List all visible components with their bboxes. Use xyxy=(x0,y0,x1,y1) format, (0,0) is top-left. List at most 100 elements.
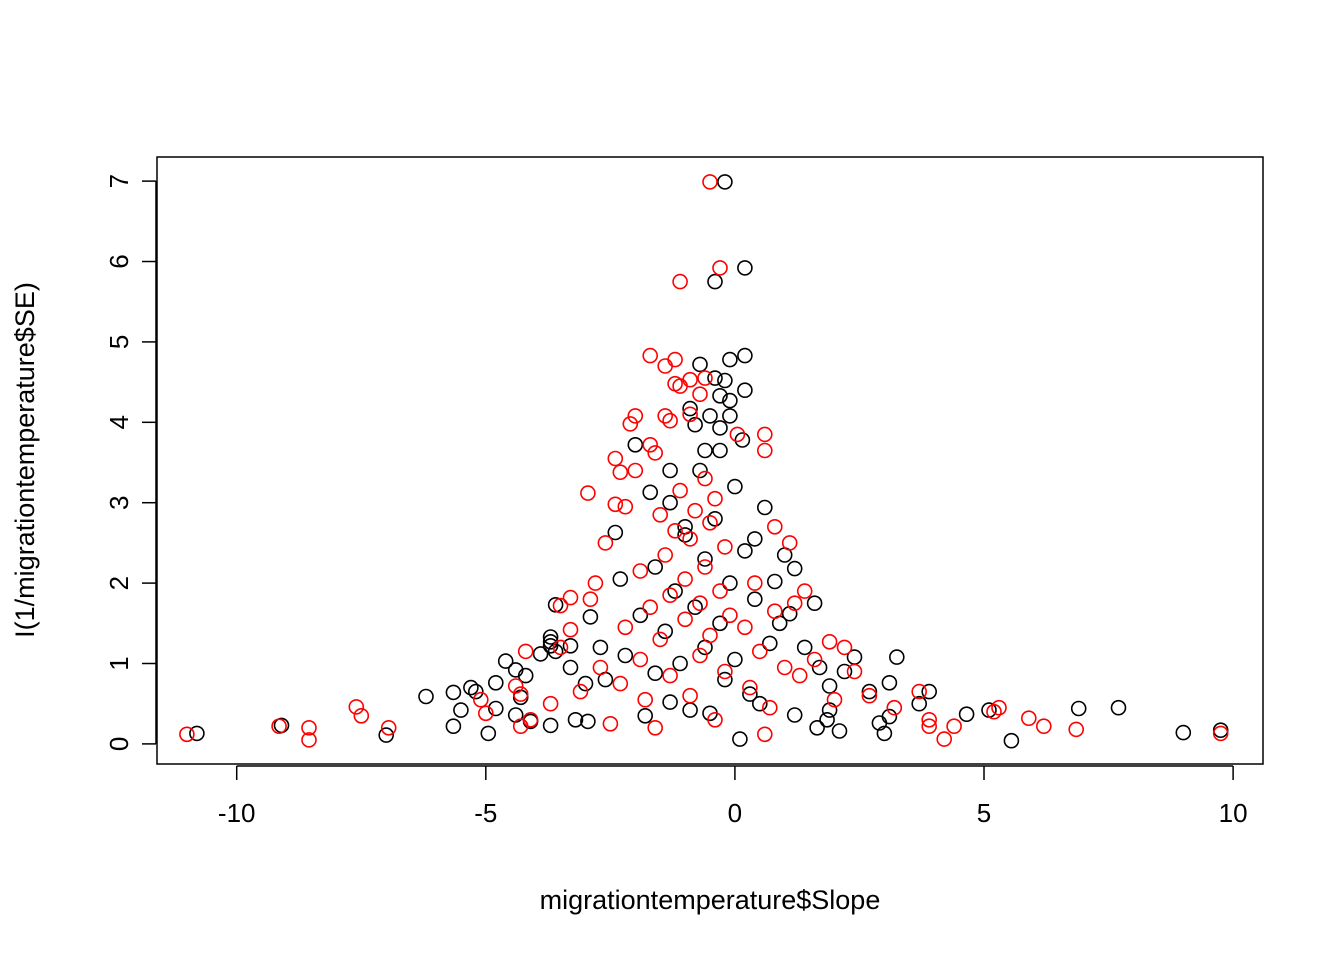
data-point xyxy=(632,563,649,579)
data-point xyxy=(632,651,649,668)
x-tick-label: -10 xyxy=(218,798,256,828)
data-point xyxy=(821,678,838,694)
data-point xyxy=(819,711,835,728)
data-point xyxy=(547,643,564,660)
data-point xyxy=(642,436,659,453)
data-point xyxy=(480,725,497,742)
data-point xyxy=(562,659,579,676)
data-point xyxy=(826,691,843,708)
data-point xyxy=(727,478,743,495)
x-tick-label: 0 xyxy=(728,798,742,828)
data-point xyxy=(707,273,723,290)
data-point xyxy=(1068,721,1084,738)
data-point xyxy=(607,524,624,541)
data-point xyxy=(617,619,634,636)
data-point xyxy=(806,651,823,668)
data-point xyxy=(547,596,564,613)
data-point xyxy=(766,573,783,590)
data-point xyxy=(562,589,579,606)
data-point xyxy=(662,494,678,511)
data-point xyxy=(702,627,718,644)
x-axis: -10 -5 0 5 10 xyxy=(218,765,1248,828)
data-point xyxy=(712,442,728,459)
data-point xyxy=(627,408,644,424)
data-point xyxy=(737,347,753,364)
x-tick-label: 5 xyxy=(977,798,991,828)
data-point xyxy=(607,450,624,467)
data-point xyxy=(911,695,928,712)
data-point xyxy=(642,484,659,501)
data-point xyxy=(682,371,698,388)
data-point xyxy=(582,591,599,608)
data-point xyxy=(729,426,746,443)
data-point xyxy=(702,174,718,190)
data-point xyxy=(517,643,534,660)
data-point xyxy=(702,408,718,424)
data-point xyxy=(836,639,853,656)
data-point xyxy=(647,445,664,461)
data-point xyxy=(580,713,596,730)
data-point xyxy=(986,703,1002,720)
data-point xyxy=(786,595,803,612)
data-point xyxy=(936,731,953,747)
data-point xyxy=(732,731,748,747)
data-point xyxy=(677,527,693,543)
data-point xyxy=(707,510,723,527)
data-point xyxy=(587,575,604,591)
data-point xyxy=(712,387,728,404)
data-point xyxy=(766,518,783,535)
data-point xyxy=(647,719,664,736)
data-point xyxy=(836,663,853,680)
data-point xyxy=(811,659,828,676)
data-point xyxy=(301,732,317,748)
data-point xyxy=(722,351,738,368)
data-point xyxy=(301,719,317,736)
data-point xyxy=(707,711,723,728)
data-point xyxy=(734,432,751,448)
data-point xyxy=(751,695,768,712)
plot-frame xyxy=(156,156,1264,765)
data-point xyxy=(717,663,733,680)
data-point xyxy=(667,522,683,539)
data-point xyxy=(562,637,579,654)
data-point xyxy=(627,436,644,453)
data-point xyxy=(687,599,703,616)
data-point xyxy=(746,591,763,608)
data-point xyxy=(692,647,708,664)
data-point xyxy=(881,674,898,691)
data-point xyxy=(657,358,674,374)
data-point xyxy=(348,699,365,715)
data-point xyxy=(602,715,619,732)
data-point xyxy=(756,499,773,516)
data-point xyxy=(512,718,529,735)
data-point xyxy=(662,412,678,429)
data-point xyxy=(722,408,738,424)
data-point xyxy=(692,595,708,612)
data-point xyxy=(672,655,688,672)
data-point xyxy=(722,607,738,624)
data-point xyxy=(1110,699,1127,716)
data-point xyxy=(702,514,718,531)
x-axis-title: migrationtemperature$Slope xyxy=(540,885,881,915)
data-point xyxy=(692,386,708,403)
data-point xyxy=(1036,718,1052,735)
data-point xyxy=(1212,722,1229,739)
data-point xyxy=(552,639,569,656)
data-point xyxy=(717,174,733,190)
data-point xyxy=(697,559,713,575)
data-point xyxy=(677,571,693,587)
data-point xyxy=(776,659,793,676)
data-point xyxy=(542,637,559,654)
data-point xyxy=(791,667,808,684)
x-tick-label: 10 xyxy=(1219,798,1248,828)
data-point xyxy=(796,639,813,656)
data-point xyxy=(642,599,659,616)
data-point xyxy=(542,629,559,645)
data-point xyxy=(497,653,514,669)
y-tick-label: 4 xyxy=(104,415,134,429)
data-point xyxy=(846,663,863,680)
data-point xyxy=(717,372,733,389)
data-point xyxy=(1021,710,1037,727)
data-point xyxy=(821,633,838,650)
